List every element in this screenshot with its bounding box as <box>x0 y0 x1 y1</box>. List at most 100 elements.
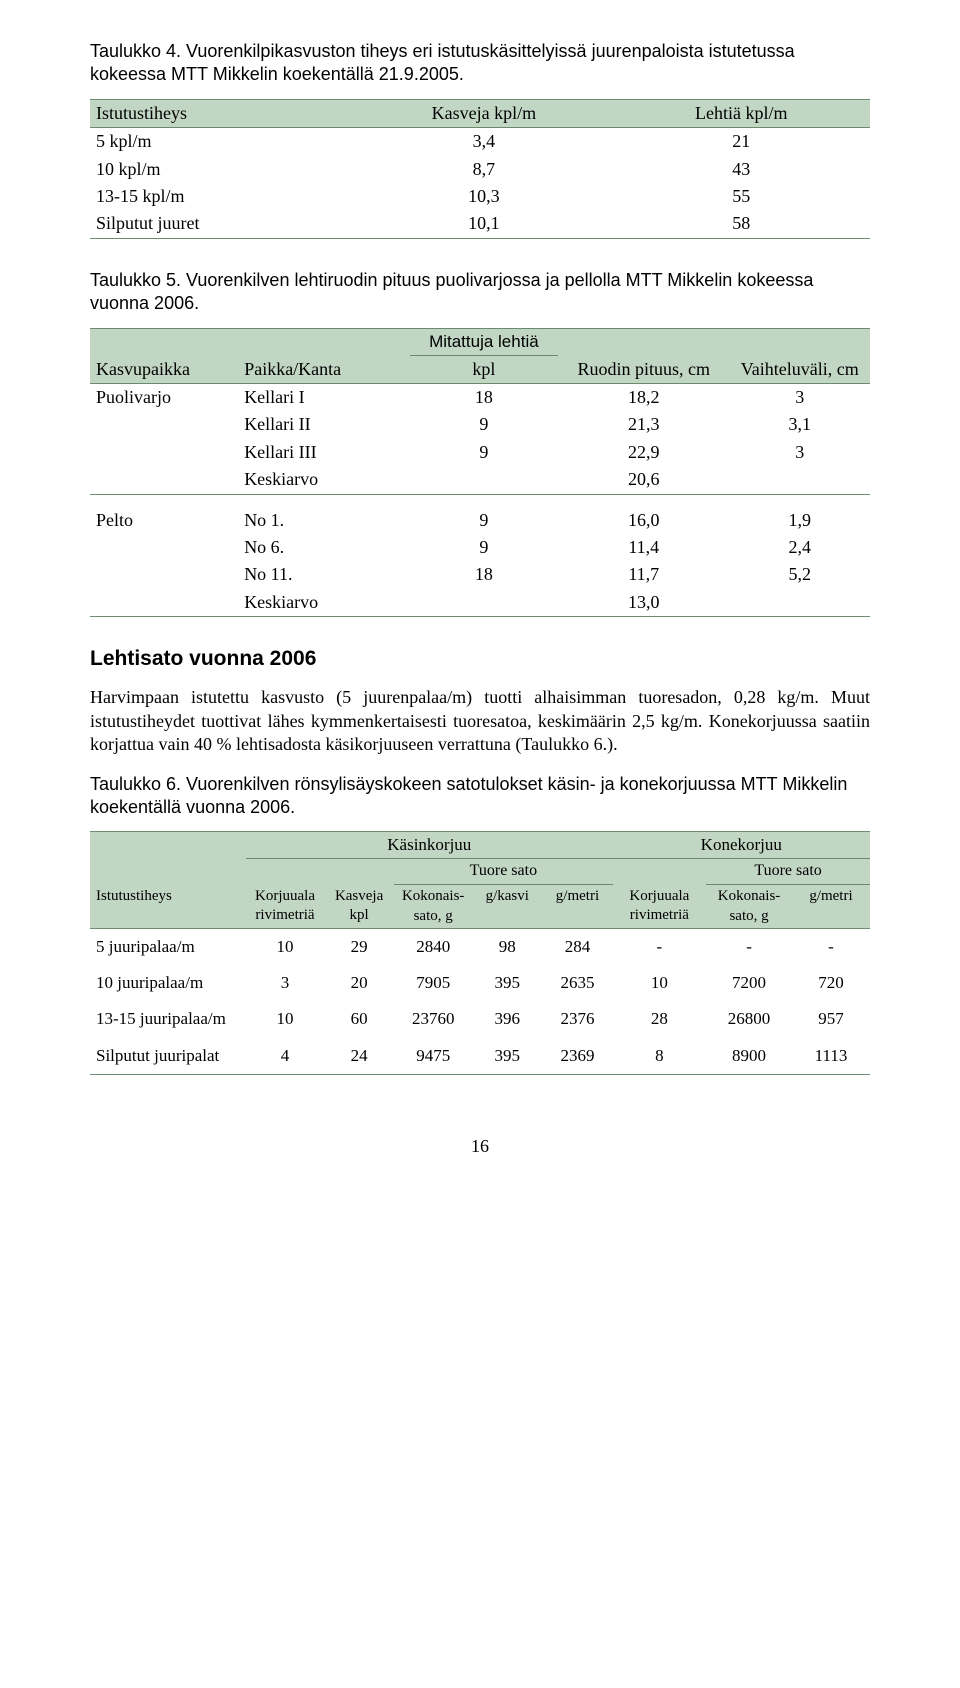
t6-r3c5: 2369 <box>542 1038 612 1075</box>
t5-g1r3c0: Keskiarvo <box>238 589 410 617</box>
t5-g0r2c0: Kellari III <box>238 439 410 466</box>
t5-g1r3c1 <box>410 589 558 617</box>
t6-r2c0: 13-15 juuripalaa/m <box>90 1001 246 1037</box>
t6-r2c8: 957 <box>792 1001 870 1037</box>
t4-r2c1: 10,3 <box>355 183 612 210</box>
t6-r3c4: 395 <box>472 1038 542 1075</box>
t5-h1: Paikka/Kanta <box>238 328 410 383</box>
t5-g1r2c1: 18 <box>410 561 558 588</box>
t6-r2c2: 60 <box>324 1001 394 1037</box>
t4-r2c2: 55 <box>613 183 870 210</box>
t6-r3c8: 1113 <box>792 1038 870 1075</box>
table4-caption: Taulukko 4. Vuorenkilpikasvuston tiheys … <box>90 40 870 87</box>
t5-g0r2c1: 9 <box>410 439 558 466</box>
t6-sub-right: Tuore sato <box>706 859 870 885</box>
t4-r0c2: 21 <box>613 128 870 156</box>
t6-c8: g/metri <box>792 885 870 929</box>
t6-r2c6: 28 <box>613 1001 707 1037</box>
t6-r2c7: 26800 <box>706 1001 792 1037</box>
t5-g1r1c1: 9 <box>410 534 558 561</box>
t6-r0c0: 5 juuripalaa/m <box>90 929 246 966</box>
t5-g1r0c3: 1,9 <box>730 507 870 534</box>
t5-g0r3c1 <box>410 466 558 494</box>
table5-caption: Taulukko 5. Vuorenkilven lehtiruodin pit… <box>90 269 870 316</box>
t6-c6: Korjuuala rivimetriä <box>613 885 707 929</box>
t6-top-right: Konekorjuu <box>613 832 870 859</box>
t4-r3c0: Silputut juuret <box>90 210 355 238</box>
t5-g0r3c2: 20,6 <box>558 466 730 494</box>
t6-r2c3: 23760 <box>394 1001 472 1037</box>
t6-r3c0: Silputut juuripalat <box>90 1038 246 1075</box>
t6-r3c7: 8900 <box>706 1038 792 1075</box>
table5: Kasvupaikka Paikka/Kanta Mitattuja lehti… <box>90 328 870 618</box>
table6: Käsinkorjuu Konekorjuu Tuore sato Tuore … <box>90 831 870 1074</box>
t6-r3c6: 8 <box>613 1038 707 1075</box>
t5-g0r1c1: 9 <box>410 411 558 438</box>
t6-c4: g/kasvi <box>472 885 542 929</box>
t5-g0r2c3: 3 <box>730 439 870 466</box>
t6-r0c8: - <box>792 929 870 966</box>
t5-h2b: kpl <box>410 355 558 383</box>
t5-h4: Vaihteluväli, cm <box>730 328 870 383</box>
table4: Istutustiheys Kasveja kpl/m Lehtiä kpl/m… <box>90 99 870 239</box>
t6-r0c5: 284 <box>542 929 612 966</box>
t6-r1c4: 395 <box>472 965 542 1001</box>
t6-r0c4: 98 <box>472 929 542 966</box>
t6-c2: Kasveja kpl <box>324 885 394 929</box>
t5-g0r1c0: Kellari II <box>238 411 410 438</box>
t6-r1c0: 10 juuripalaa/m <box>90 965 246 1001</box>
t5-h0: Kasvupaikka <box>90 328 238 383</box>
t5-g1r1c3: 2,4 <box>730 534 870 561</box>
t4-h1: Istutustiheys <box>90 99 355 127</box>
t6-r0c3: 2840 <box>394 929 472 966</box>
t5-g0r0c1: 18 <box>410 384 558 412</box>
t6-sub-left: Tuore sato <box>394 859 612 885</box>
t5-g0r2c2: 22,9 <box>558 439 730 466</box>
section-heading: Lehtisato vuonna 2006 <box>90 645 870 672</box>
t5-h3: Ruodin pituus, cm <box>558 328 730 383</box>
t6-r3c1: 4 <box>246 1038 324 1075</box>
t6-r0c2: 29 <box>324 929 394 966</box>
t4-r1c2: 43 <box>613 156 870 183</box>
t5-g0r3c0: Keskiarvo <box>238 466 410 494</box>
t5-g1r0c0: No 1. <box>238 507 410 534</box>
t5-g1r2c3: 5,2 <box>730 561 870 588</box>
t5-g1r1c2: 11,4 <box>558 534 730 561</box>
t4-r3c1: 10,1 <box>355 210 612 238</box>
t6-c0: Istutustiheys <box>90 885 246 929</box>
t6-r1c7: 7200 <box>706 965 792 1001</box>
t6-top-left: Käsinkorjuu <box>246 832 613 859</box>
t4-r2c0: 13-15 kpl/m <box>90 183 355 210</box>
t4-h3: Lehtiä kpl/m <box>613 99 870 127</box>
t6-r3c3: 9475 <box>394 1038 472 1075</box>
t6-r2c5: 2376 <box>542 1001 612 1037</box>
t5-g0-label: Puolivarjo <box>90 384 238 412</box>
t6-r0c1: 10 <box>246 929 324 966</box>
t5-g1r0c2: 16,0 <box>558 507 730 534</box>
t4-h2: Kasveja kpl/m <box>355 99 612 127</box>
t5-g1r3c2: 13,0 <box>558 589 730 617</box>
t6-r1c8: 720 <box>792 965 870 1001</box>
t6-c7: Kokonais-sato, g <box>706 885 792 929</box>
t5-g1r3c3 <box>730 589 870 617</box>
t5-g1r1c0: No 6. <box>238 534 410 561</box>
t5-g0r0c0: Kellari I <box>238 384 410 412</box>
t5-g1-label: Pelto <box>90 507 238 534</box>
page-number: 16 <box>90 1135 870 1158</box>
t6-r0c6: - <box>613 929 707 966</box>
t6-r0c7: - <box>706 929 792 966</box>
t5-g1r2c2: 11,7 <box>558 561 730 588</box>
t5-g0r0c3: 3 <box>730 384 870 412</box>
table6-caption: Taulukko 6. Vuorenkilven rönsylisäyskoke… <box>90 773 870 820</box>
t5-mid: Mitattuja lehtiä <box>410 328 558 355</box>
t5-g1r2c0: No 11. <box>238 561 410 588</box>
t6-r1c6: 10 <box>613 965 707 1001</box>
t6-c5: g/metri <box>542 885 612 929</box>
t4-r0c1: 3,4 <box>355 128 612 156</box>
t4-r3c2: 58 <box>613 210 870 238</box>
t6-r1c1: 3 <box>246 965 324 1001</box>
t5-g0r0c2: 18,2 <box>558 384 730 412</box>
t6-r2c1: 10 <box>246 1001 324 1037</box>
t6-r2c4: 396 <box>472 1001 542 1037</box>
section-para: Harvimpaan istutettu kasvusto (5 juurenp… <box>90 686 870 756</box>
